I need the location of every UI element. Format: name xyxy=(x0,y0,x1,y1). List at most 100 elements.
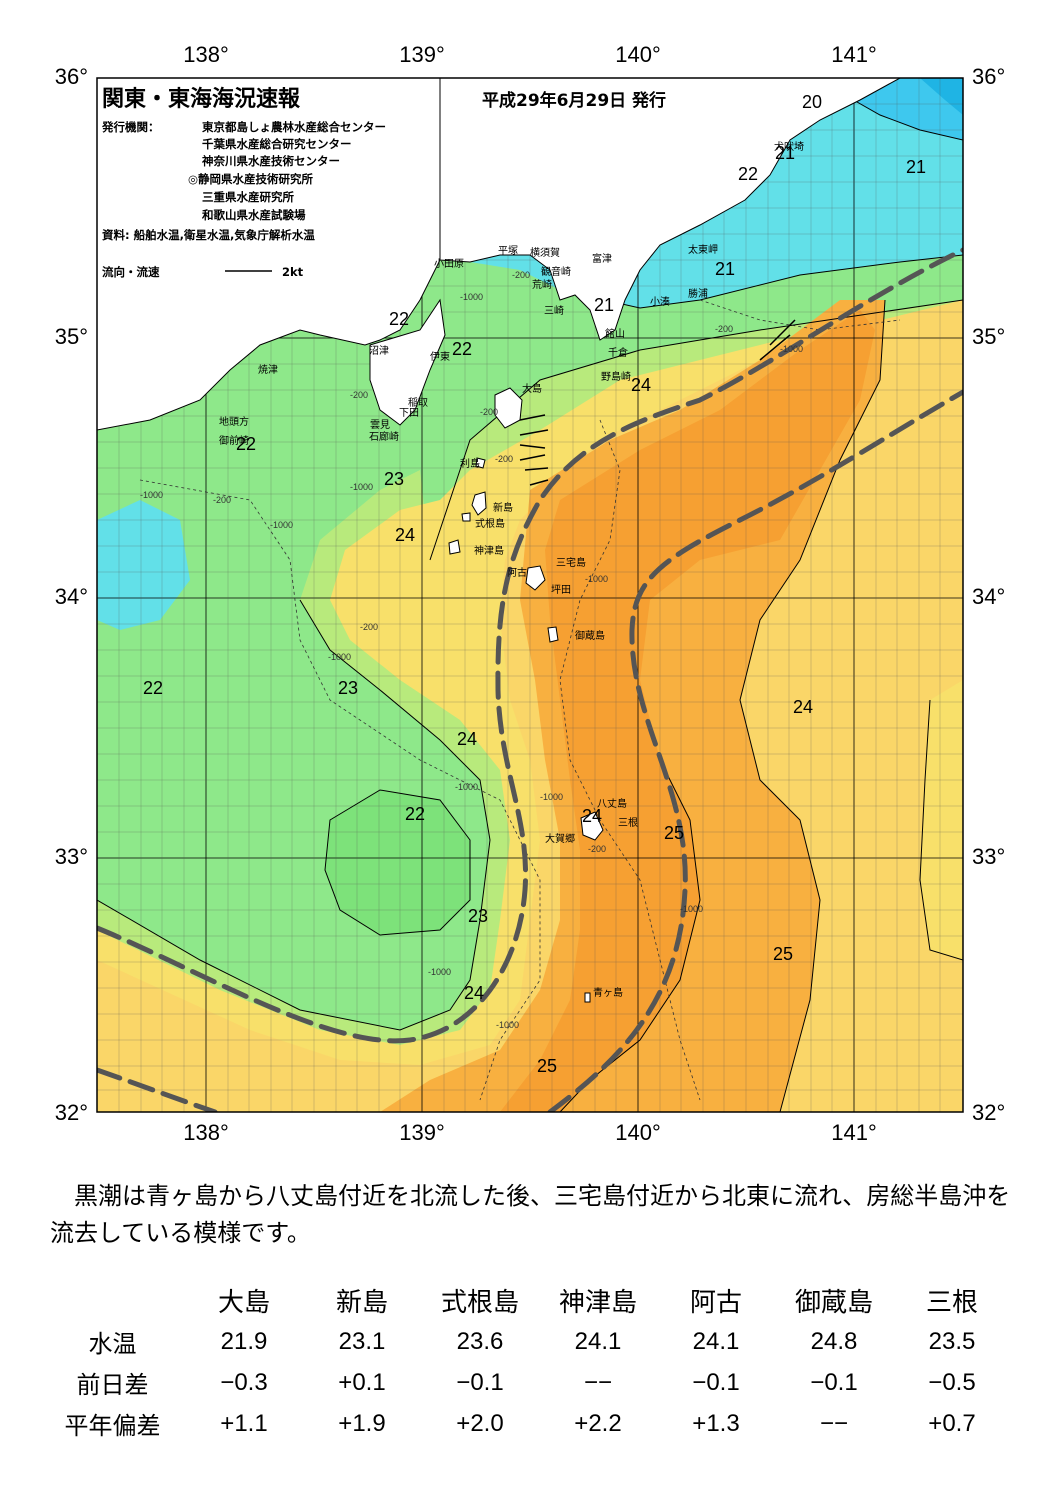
table-cell: −0.5 xyxy=(928,1368,976,1396)
isotherm-label: 22 xyxy=(389,309,409,329)
mikurajima-island xyxy=(547,626,559,643)
kuroshio-summary: 黒潮は青ヶ島から八丈島付近を北流した後、三宅島付近から北東に流れ、房総半島沖を流… xyxy=(50,1178,1030,1252)
table-cell: 23.5 xyxy=(928,1327,976,1355)
lon-label-bottom: 141° xyxy=(831,1120,877,1145)
table-cell: 23.6 xyxy=(456,1327,504,1355)
depth-label: -200 xyxy=(360,622,378,632)
isotherm-label: 22 xyxy=(143,678,163,698)
depth-label: -200 xyxy=(480,407,498,417)
water-temperature-table: 大島 新島 式根島 神津島 阿古 御蔵島 三根 水温 21.9 23.1 23.… xyxy=(40,1280,1011,1444)
publisher: 三重県水産研究所 xyxy=(202,190,294,204)
column-header: 式根島 xyxy=(440,1288,519,1318)
place-label: 神津島 xyxy=(474,544,504,557)
table-cell: −0.1 xyxy=(692,1368,740,1396)
isotherm-label: 25 xyxy=(664,823,684,843)
place-label: 大賀郷 xyxy=(545,832,575,845)
publisher: 神奈川県水産技術センター xyxy=(202,154,340,168)
isotherm-label: 23 xyxy=(338,678,358,698)
isotherm-label: 22 xyxy=(405,804,425,824)
table-cell: −0.3 xyxy=(220,1368,268,1396)
isotherm-label: 21 xyxy=(715,259,735,279)
place-label: 下田 xyxy=(399,408,419,419)
depth-contours xyxy=(139,299,901,1101)
column-header: 神津島 xyxy=(558,1288,637,1318)
table-row: 水温 21.9 23.1 23.6 24.1 24.1 24.8 23.5 xyxy=(40,1321,1011,1362)
aogashima-island xyxy=(584,992,591,1003)
lon-label-bottom: 140° xyxy=(615,1120,661,1145)
isotherm-label: 25 xyxy=(773,944,793,964)
current-scale-label: 2kt xyxy=(282,265,304,279)
lon-label-top: 141° xyxy=(831,42,877,67)
column-header: 御蔵島 xyxy=(794,1288,873,1318)
kuroshio-axes xyxy=(97,247,963,1112)
summary-text: 黒潮は青ヶ島から八丈島付近を北流した後、三宅島付近から北東に流れ、房総半島沖を流… xyxy=(50,1182,1011,1247)
place-label: 千倉 xyxy=(608,346,628,359)
table-cell: +1.1 xyxy=(220,1409,268,1437)
table-header-row: 大島 新島 式根島 神津島 阿古 御蔵島 三根 xyxy=(40,1280,1011,1321)
table-cell: 24.1 xyxy=(692,1327,740,1355)
depth-label: -1000 xyxy=(496,1020,519,1030)
current-legend-label: 流向・流速 xyxy=(102,265,160,279)
depth-labels: -200 -1000 -200 -1000 -200 -200 -200 -10… xyxy=(140,270,803,1030)
isotherm-label: 22 xyxy=(452,339,472,359)
current-arrows xyxy=(225,270,796,486)
depth-label: -200 xyxy=(495,454,513,464)
isotherm-label: 23 xyxy=(384,469,404,489)
publisher: ◎静岡県水産技術研究所 xyxy=(188,172,314,186)
publisher: 千葉県水産総合研究センター xyxy=(202,137,352,151)
place-label: 焼津 xyxy=(258,364,278,376)
lat-label-left: 34° xyxy=(55,584,88,609)
place-label: 小湊 xyxy=(650,295,670,308)
place-label: 三崎 xyxy=(544,304,564,317)
land-areas xyxy=(97,78,901,1003)
table-cell: +0.1 xyxy=(338,1368,386,1396)
lat-label-right: 33° xyxy=(972,844,1005,869)
niijima-island xyxy=(471,491,487,516)
shikinejima-island xyxy=(461,512,471,522)
depth-label: -200 xyxy=(350,390,368,400)
column-header: 大島 xyxy=(217,1288,270,1318)
place-label: 勝浦 xyxy=(688,287,708,300)
place-label: 石廊崎 xyxy=(369,430,399,443)
lat-label-left: 36° xyxy=(55,64,88,89)
table-cell: +1.3 xyxy=(692,1409,740,1437)
isotherm-label: 24 xyxy=(457,729,477,749)
lon-label-bottom: 138° xyxy=(183,1120,229,1145)
place-label: 式根島 xyxy=(475,517,505,530)
place-label: 御前崎 xyxy=(219,434,249,447)
place-label: 平塚 xyxy=(498,245,518,257)
place-label: 青ヶ島 xyxy=(593,986,623,999)
place-label: 犬吠埼 xyxy=(774,140,804,153)
table-cell: 24.1 xyxy=(574,1327,622,1355)
tokai-land xyxy=(97,78,441,431)
place-label: 横須賀 xyxy=(530,246,560,259)
place-label: 地頭方 xyxy=(219,415,249,428)
lat-label-left: 35° xyxy=(55,324,88,349)
lon-label-top: 140° xyxy=(615,42,661,67)
isotherm-label: 22 xyxy=(738,164,758,184)
depth-label: -200 xyxy=(213,495,231,505)
lat-label-right: 35° xyxy=(972,324,1005,349)
place-label: 野島崎 xyxy=(601,370,631,383)
lon-label-bottom: 139° xyxy=(399,1120,445,1145)
place-label: 利島 xyxy=(460,457,480,470)
data-sources: 資料: 船舶水温,衛星水温,気象庁解析水温 xyxy=(102,228,315,242)
table-cell: −0.1 xyxy=(456,1368,504,1396)
corner-cell xyxy=(40,1280,185,1321)
row-header: 平年偏差 xyxy=(64,1412,161,1440)
lat-label-right: 36° xyxy=(972,64,1005,89)
isotherm-label: 24 xyxy=(395,525,415,545)
depth-label: -1000 xyxy=(350,482,373,492)
table-cell: +0.7 xyxy=(928,1409,976,1437)
lat-label-left: 32° xyxy=(55,1100,88,1125)
isotherm-label: 23 xyxy=(468,906,488,926)
table-cell: +2.2 xyxy=(574,1409,622,1437)
depth-label: -1000 xyxy=(328,652,351,662)
place-label: 三根 xyxy=(618,816,638,829)
place-label: 観音崎 xyxy=(541,265,571,278)
place-label: 太東岬 xyxy=(688,243,718,256)
toshima-island xyxy=(475,457,486,469)
lon-label-top: 139° xyxy=(399,42,445,67)
zone-21-west xyxy=(97,500,190,630)
isotherm-label: 24 xyxy=(464,983,484,1003)
